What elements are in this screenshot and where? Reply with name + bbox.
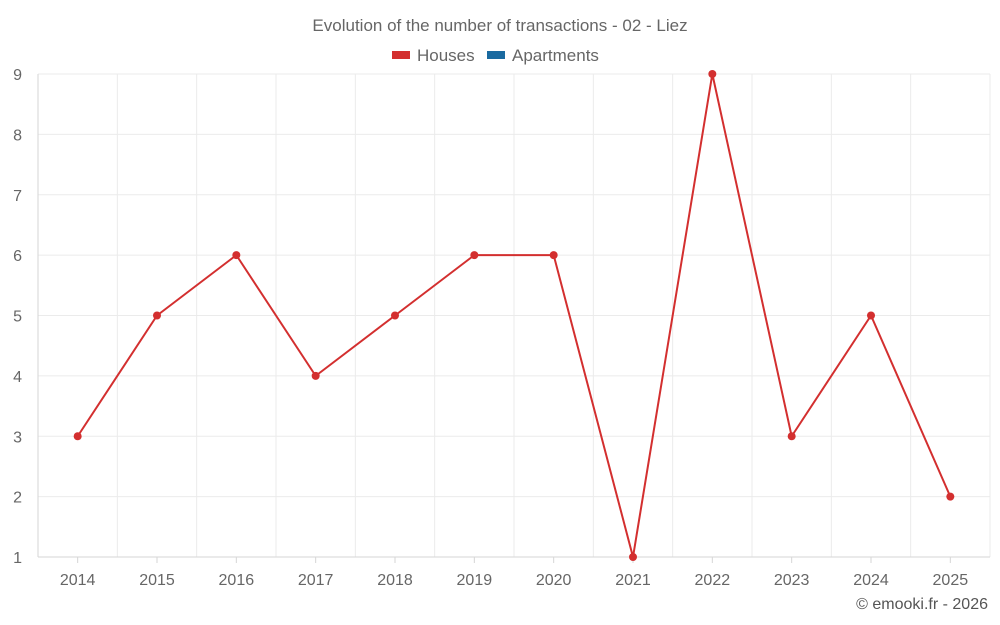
x-tick-label: 2016: [219, 572, 255, 589]
x-tick-label: 2025: [933, 572, 969, 589]
y-tick-label: 1: [13, 550, 22, 567]
data-point[interactable]: [232, 251, 241, 260]
data-point[interactable]: [629, 553, 637, 561]
x-tick-label: 2020: [536, 572, 572, 589]
legend-swatch-apartments[interactable]: [487, 51, 505, 59]
x-tick-label: 2022: [695, 572, 731, 589]
y-tick-label: 6: [13, 248, 22, 265]
data-point[interactable]: [470, 251, 479, 260]
x-tick-label: 2021: [615, 572, 651, 589]
data-point[interactable]: [153, 311, 161, 320]
y-tick-label: 8: [13, 127, 22, 144]
y-tick-label: 5: [13, 309, 22, 326]
y-tick-label: 2: [13, 490, 22, 507]
chart-title: Evolution of the number of transactions …: [312, 16, 687, 35]
grid: [37, 73, 991, 557]
data-point[interactable]: [311, 371, 320, 380]
data-point[interactable]: [391, 311, 399, 320]
x-tick-label: 2023: [774, 572, 810, 589]
y-tick-label: 9: [13, 67, 22, 84]
y-tick-label: 7: [13, 188, 22, 205]
y-tick-label: 4: [13, 369, 22, 386]
x-tick-label: 2017: [298, 572, 334, 589]
y-tick-label: 3: [13, 429, 22, 446]
legend-label-apartments[interactable]: Apartments: [512, 46, 599, 65]
data-point[interactable]: [708, 70, 717, 78]
y-axis: 1 2 3 4 5 6 7 8 9: [13, 67, 39, 567]
legend: Houses Apartments: [392, 46, 599, 65]
series-line-houses[interactable]: [76, 73, 952, 558]
data-point[interactable]: [946, 492, 955, 501]
data-point[interactable]: [73, 432, 82, 441]
legend-swatch-houses[interactable]: [392, 51, 410, 59]
data-point[interactable]: [867, 311, 875, 320]
x-tick-label: 2014: [60, 572, 96, 589]
x-tick-label: 2019: [457, 572, 493, 589]
plot-area: [73, 70, 955, 561]
x-tick-label: 2024: [853, 572, 889, 589]
data-point[interactable]: [787, 432, 796, 441]
x-tick-label: 2018: [377, 572, 413, 589]
x-axis: 2014 2015 2016 2017 2018 2019 2020 2021 2022 2023…: [38, 556, 990, 589]
data-point[interactable]: [549, 251, 558, 260]
x-tick-label: 2015: [139, 572, 175, 589]
credit-text: © emooki.fr - 2026: [856, 596, 988, 613]
legend-label-houses[interactable]: Houses: [417, 46, 475, 65]
